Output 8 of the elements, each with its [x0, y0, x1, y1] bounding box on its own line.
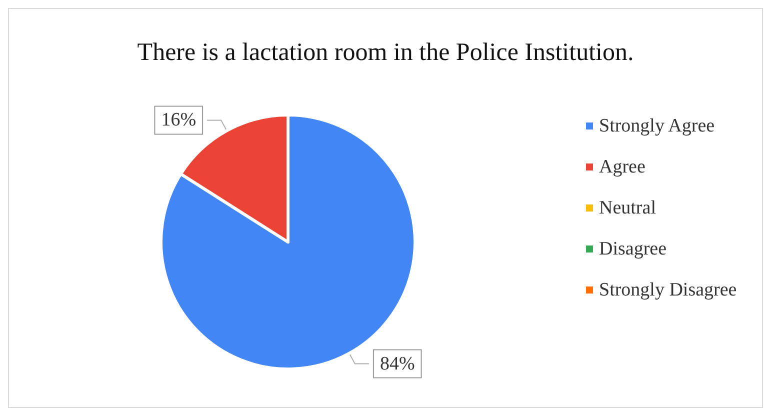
- data-label: 16%: [161, 110, 196, 131]
- legend-label: Strongly Disagree: [599, 280, 737, 300]
- data-label: 84%: [380, 353, 415, 374]
- legend-label: Neutral: [599, 198, 656, 218]
- legend-label: Disagree: [599, 238, 667, 260]
- legend-label: Agree: [599, 156, 646, 178]
- legend-label: Strongly Agree: [599, 116, 715, 136]
- chart-title: There is a lactation room in the Police Institution.: [137, 39, 634, 66]
